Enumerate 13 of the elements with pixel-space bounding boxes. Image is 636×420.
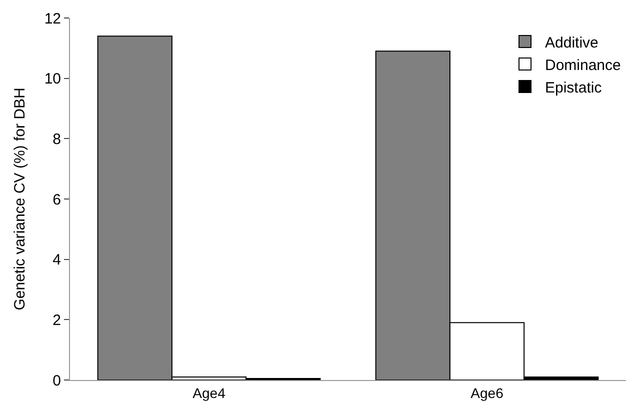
legend-label: Dominance <box>545 56 621 74</box>
y-tick-label: 6 <box>52 191 61 208</box>
y-axis-title: Genetic variance CV (%) for DBH <box>12 88 29 310</box>
x-tick-label: Age4 <box>192 384 226 401</box>
y-tick-label: 10 <box>44 70 61 88</box>
x-tick-label: Age6 <box>470 384 504 401</box>
y-tick-label: 0 <box>52 372 61 390</box>
y-tick-label: 4 <box>52 252 61 269</box>
legend-label: Epistatic <box>545 79 602 96</box>
y-tick-label: 8 <box>52 130 61 148</box>
y-tick-label: 12 <box>44 10 61 28</box>
legend-label: Additive <box>545 34 598 52</box>
y-tick-label: 2 <box>52 312 61 329</box>
